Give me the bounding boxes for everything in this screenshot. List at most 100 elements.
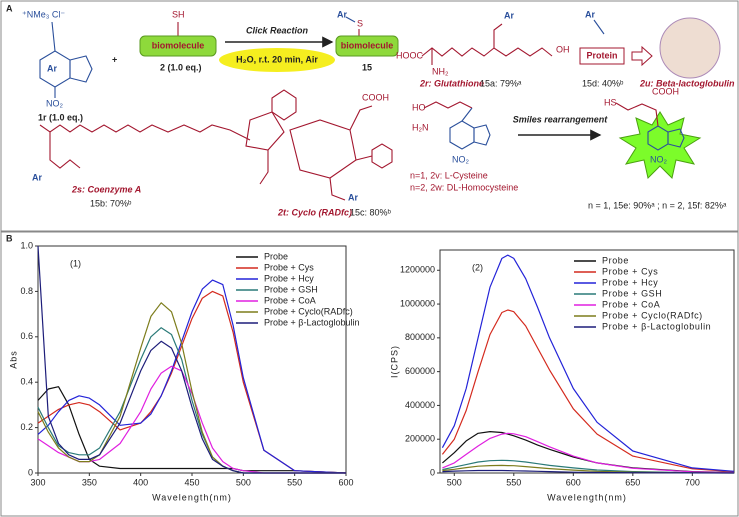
legend-label: Probe + β-Lactoglobulin [264, 317, 360, 327]
label: 15c: 80%ᵇ [350, 207, 392, 217]
starburst [618, 111, 702, 179]
legend-label: Probe + Cys [602, 266, 658, 276]
label: NO₂ [46, 98, 64, 108]
y-tick-label: 200000 [405, 434, 435, 444]
series-line [37, 279, 347, 474]
legend-label: Probe [264, 251, 288, 261]
label: COOH [362, 92, 389, 102]
series-line [441, 254, 735, 472]
label: COOH [652, 86, 679, 96]
legend-label: Probe + GSH [264, 284, 318, 294]
ring [667, 128, 685, 148]
label: Ar [504, 10, 514, 20]
ring [245, 111, 285, 151]
y-tick-label: 0.4 [20, 377, 33, 387]
label: n=2, 2w: DL-Homocysteine [410, 182, 518, 192]
panel-b: (1) 300 350 400 450 500 550 600 0 0.2 0.4 0.6 0.8 1.0… [8, 240, 735, 502]
series-line [441, 309, 735, 473]
bond [329, 177, 346, 201]
panel-b-frame [0, 231, 739, 517]
label: 15b: 70%ᵇ [90, 198, 132, 208]
label: 1r (1.0 eq.) [38, 112, 83, 122]
x-tick-label: 300 [30, 477, 45, 487]
legend-label: Probe + Cyclo(RADfc) [264, 306, 353, 316]
label: NO₂ [650, 154, 668, 164]
series-line [442, 469, 735, 474]
ring [371, 143, 393, 169]
legend-label: Probe + CoA [264, 295, 316, 305]
y-tick-label: 600000 [405, 366, 435, 376]
label: Ar [585, 9, 595, 19]
label: H₂N [412, 122, 429, 132]
ring [69, 55, 93, 83]
y-tick-label: 1.0 [20, 240, 33, 250]
series-line [442, 459, 735, 474]
x-tick-label: 500 [236, 477, 251, 487]
series-line [442, 432, 735, 474]
label: Ar [47, 63, 57, 73]
x-tick-label: 600 [566, 477, 581, 487]
series-line [37, 245, 346, 474]
x-tick-label: 600 [338, 477, 353, 487]
y-tick-label: 1200000 [400, 265, 435, 275]
bond [349, 105, 373, 131]
hollow-arrow [631, 45, 653, 67]
label: SH [172, 9, 185, 19]
y-axis-label: I(CPS) [389, 345, 399, 378]
label: 2 (1.0 eq.) [160, 62, 202, 72]
label: + [112, 54, 117, 64]
x-tick-label: 500 [447, 477, 462, 487]
label: S [357, 18, 363, 28]
label: biomolecule [152, 40, 205, 50]
label: 2s: Coenzyme A [71, 184, 141, 194]
bio-box [335, 35, 399, 57]
legend-label: Probe + β-Lactoglobulin [602, 321, 711, 331]
bio-box [139, 35, 217, 57]
label: n=1, 2v: L-Cysteine [410, 170, 488, 180]
y-tick-label: 800000 [405, 332, 435, 342]
y-axis-label: Abs [8, 350, 18, 369]
y-tick-label: 1000000 [400, 298, 435, 308]
label: 15 [362, 62, 372, 72]
x-axis-label: Wavelength(nm) [152, 492, 232, 502]
legend-label: Probe [602, 255, 629, 265]
y-tick-label: 0.2 [20, 422, 33, 432]
x-axis-label: Wavelength(nm) [547, 492, 627, 502]
series-line [37, 327, 346, 474]
label: Ar [337, 9, 347, 19]
label: 15a: 79%ᵃ [480, 78, 522, 88]
panel-label: B [6, 233, 13, 243]
label: HOOC [396, 50, 424, 60]
panel-a-frame [0, 0, 739, 232]
bond [593, 19, 605, 35]
bond [493, 23, 503, 48]
bond [259, 150, 269, 185]
legend-label: Probe + Hcy [264, 273, 314, 283]
legend-label: Probe + Hcy [602, 277, 658, 287]
x-tick-label: 350 [82, 477, 97, 487]
label: NO₂ [452, 154, 470, 164]
label: 2r: Glutathione [419, 78, 484, 88]
bond [355, 155, 373, 161]
legend-label: Probe + GSH [602, 288, 662, 298]
label: NH₂ [432, 66, 449, 76]
label: HO [412, 102, 426, 112]
x-tick-label: 450 [184, 477, 199, 487]
label: Ar [348, 192, 358, 202]
protein-box [579, 47, 625, 65]
label: Smiles rearrangement [513, 114, 609, 124]
chain [423, 101, 473, 109]
chart-title: (2) [472, 262, 483, 272]
label: Ar [32, 172, 42, 182]
y-tick-label: 0.6 [20, 331, 33, 341]
plot-frame [439, 249, 735, 474]
label: HS [604, 97, 617, 107]
series-line [37, 365, 346, 474]
x-tick-label: 550 [506, 477, 521, 487]
y-tick-label: 0 [430, 467, 435, 477]
y-tick-label: 0.8 [20, 286, 33, 296]
label: Click Reaction [246, 25, 309, 35]
chain [615, 102, 659, 127]
chain [421, 47, 553, 57]
